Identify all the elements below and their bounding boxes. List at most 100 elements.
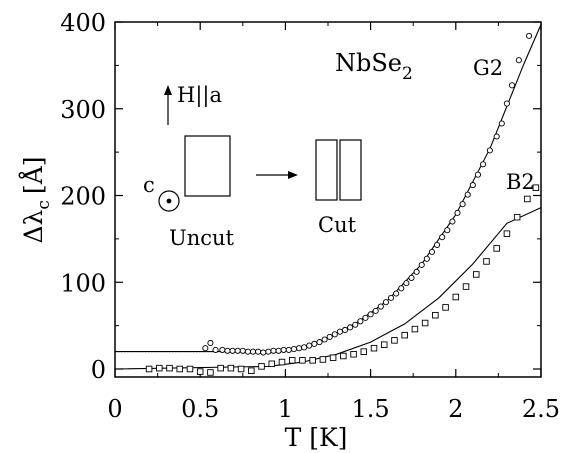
y-tick-label: 0 [91,356,106,384]
svg-text:Δλc[Å]: Δλc [Å] [18,157,54,244]
point-g2 [493,133,500,140]
point-g2 [486,147,493,154]
point-g2 [270,347,277,354]
point-b2 [472,271,480,278]
point-b2 [278,358,286,366]
x-axis-title: T [K] [285,423,348,452]
point-g2 [234,347,241,354]
point-b2 [207,369,214,376]
point-g2 [413,268,420,275]
point-b2 [493,245,500,252]
point-b2 [524,195,531,203]
point-g2 [377,303,384,310]
point-g2 [459,201,466,208]
tick-labels: 0 0.5 1 1.5 2 2.5 0 100 200 300 400 [60,9,560,423]
axis-ticks [114,21,542,377]
fit-curve-b2 [114,207,542,370]
point-b2 [483,258,490,265]
point-g2 [474,171,482,178]
point-g2 [275,347,282,354]
point-g2 [362,314,369,321]
point-g2 [295,345,303,352]
point-g2 [202,345,209,352]
point-g2 [207,339,214,347]
y-axis-unit: [Å] [18,157,48,195]
x-tick-label: 1.5 [352,395,390,423]
point-b2 [299,357,306,364]
point-g2 [439,234,446,241]
y-tick-label: 200 [60,183,106,211]
y-tick-label: 400 [60,9,106,37]
point-g2 [393,290,400,297]
point-b2 [340,352,347,360]
data-points [145,32,540,376]
point-g2 [387,294,395,301]
uncut-label: Uncut [169,226,235,250]
point-g2 [311,340,318,347]
point-b2 [309,357,316,364]
y-tick-label: 100 [60,269,106,297]
y-axis-subscript: c [34,200,54,210]
point-b2 [370,344,378,352]
point-b2 [421,319,429,327]
x-tick-label: 1 [278,395,293,423]
point-g2 [285,346,292,353]
point-g2 [444,227,451,234]
point-g2 [224,347,231,354]
point-g2 [480,161,487,168]
y-tick-label: 300 [60,96,106,124]
point-g2 [526,32,533,39]
point-g2 [367,311,374,318]
point-b2 [145,365,153,373]
cut-sample-right [339,139,362,201]
point-g2 [347,324,354,331]
point-b2 [360,348,368,355]
point-b2 [329,354,337,361]
field-label: H||a [177,83,222,108]
series-label-g2: G2 [473,56,503,80]
point-g2 [212,346,219,353]
point-g2 [336,328,343,335]
point-b2 [186,365,194,373]
x-tick-label: 2.5 [522,395,560,423]
point-g2 [408,274,415,281]
cut-label: Cut [318,213,357,237]
point-b2 [166,364,173,372]
c-axis-circle [158,190,180,212]
point-b2 [196,368,204,375]
point-g2 [331,331,338,338]
point-g2 [454,209,461,216]
point-b2 [350,351,357,358]
c-axis-dot [166,198,172,204]
point-g2 [321,336,328,343]
point-b2 [237,365,245,373]
point-b2 [380,341,388,348]
cut-sample-left [315,139,338,201]
point-g2 [503,100,510,107]
point-g2 [280,346,287,353]
process-arrow-head [288,171,298,179]
point-b2 [268,360,276,368]
x-tick-label: 0.5 [181,395,219,423]
point-g2 [265,348,272,355]
point-g2 [326,333,333,340]
point-b2 [176,365,184,373]
point-b2 [156,364,163,372]
x-tick-label: 0 [107,395,122,423]
point-g2 [239,347,246,354]
point-g2 [260,349,267,356]
point-b2 [227,364,235,372]
chart-title: NbSe2 [335,49,413,84]
point-g2 [423,255,430,262]
point-b2 [442,304,449,311]
point-g2 [449,218,456,225]
point-g2 [403,280,410,287]
point-b2 [288,357,296,364]
point-b2 [513,213,521,221]
point-g2 [255,348,262,355]
point-g2 [498,120,505,127]
point-b2 [532,184,540,191]
point-g2 [352,321,359,328]
point-g2 [301,344,308,351]
